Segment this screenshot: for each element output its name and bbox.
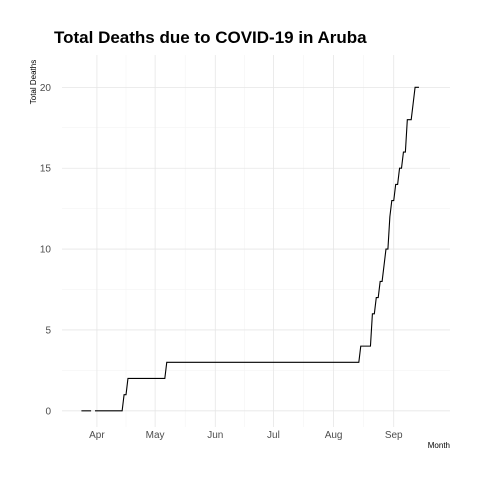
- x-tick-label: Jun: [207, 430, 223, 441]
- x-tick-label: May: [146, 430, 165, 441]
- x-axis-title: Month: [428, 441, 450, 450]
- x-tick-label: Apr: [89, 430, 105, 441]
- y-tick-label: 10: [40, 245, 52, 256]
- chart-title: Total Deaths due to COVID-19 in Aruba: [54, 28, 367, 47]
- y-axis-title: Total Deaths: [29, 60, 38, 104]
- y-tick-label: 15: [40, 164, 52, 175]
- y-tick-label: 0: [45, 406, 51, 417]
- x-tick-label: Jul: [267, 430, 280, 441]
- y-tick-label: 20: [40, 83, 52, 94]
- x-tick-label: Sep: [385, 430, 403, 441]
- y-tick-label: 5: [45, 325, 51, 336]
- x-tick-label: Aug: [325, 430, 343, 441]
